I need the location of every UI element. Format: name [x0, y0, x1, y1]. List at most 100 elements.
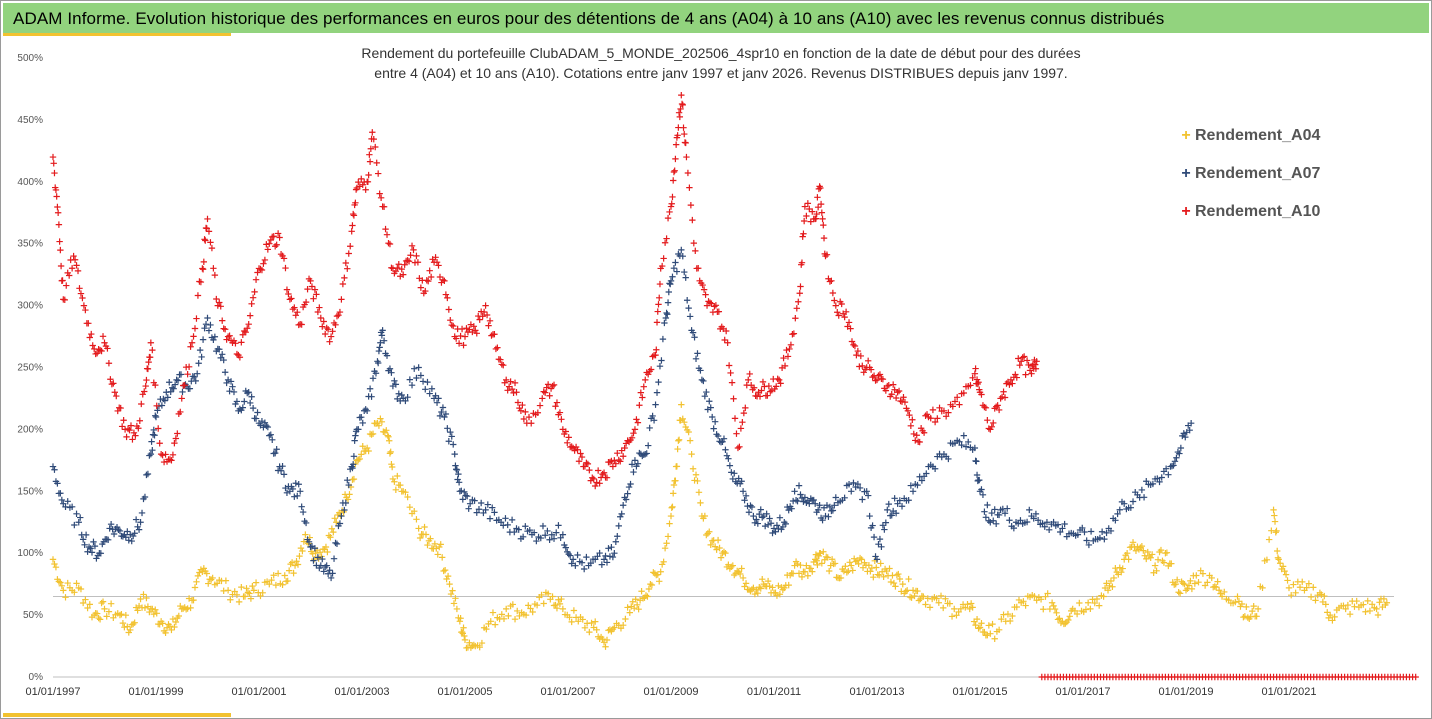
point-a10	[758, 387, 765, 394]
point-a10	[640, 383, 647, 390]
point-a07	[1023, 518, 1031, 526]
point-a10	[764, 392, 771, 399]
point-a04	[149, 605, 156, 613]
point-a07	[91, 542, 99, 550]
point-a07	[1041, 523, 1048, 530]
point-a04	[421, 523, 428, 531]
point-a10	[441, 277, 448, 285]
point-a04	[818, 560, 826, 567]
point-a07	[766, 515, 773, 522]
point-a07	[359, 419, 366, 427]
point-a07	[465, 505, 472, 512]
point-a04	[1274, 547, 1281, 555]
point-a07	[210, 336, 217, 344]
point-a07	[84, 548, 91, 555]
point-a04	[406, 503, 414, 511]
point-a10	[156, 440, 163, 447]
point-a07	[486, 515, 494, 522]
point-a07	[664, 311, 671, 318]
point-a07	[342, 499, 350, 507]
point-a10	[204, 215, 211, 223]
point-a10	[841, 313, 848, 321]
point-a07	[320, 568, 327, 575]
point-a10	[405, 258, 413, 265]
point-a04	[1290, 581, 1297, 588]
point-a10	[790, 330, 798, 337]
point-a10	[1020, 353, 1028, 360]
point-a04	[1307, 593, 1315, 601]
point-a07	[248, 393, 255, 400]
point-a04	[353, 457, 361, 464]
point-a10	[352, 186, 360, 193]
point-a10	[703, 302, 711, 309]
point-a07	[378, 332, 386, 339]
point-a10	[282, 264, 289, 272]
point-a04	[96, 616, 104, 623]
point-a07	[241, 398, 248, 405]
x-tick-label: 01/01/2011	[747, 686, 801, 698]
point-a04	[1215, 587, 1223, 594]
point-a07	[662, 314, 670, 322]
point-a07	[224, 376, 232, 384]
point-a07	[822, 512, 829, 520]
point-a10	[942, 413, 950, 420]
point-a10	[504, 387, 511, 394]
point-a04	[1154, 556, 1162, 563]
point-a10	[169, 451, 177, 459]
point-a07	[679, 252, 686, 260]
point-a04	[739, 574, 747, 582]
point-a07	[417, 372, 425, 379]
point-a10	[376, 190, 383, 197]
point-a07	[691, 334, 698, 341]
point-a04	[1279, 563, 1287, 570]
point-a07	[801, 494, 809, 501]
point-a07	[1180, 430, 1187, 437]
point-a10	[664, 214, 672, 222]
point-a04	[902, 588, 909, 595]
point-a04	[962, 604, 969, 611]
point-a07	[711, 418, 719, 425]
point-a04	[1157, 546, 1165, 554]
point-a10	[1026, 367, 1034, 374]
point-a07	[896, 497, 904, 504]
point-a04	[845, 567, 852, 575]
point-a07	[888, 512, 895, 519]
point-a10	[51, 169, 58, 177]
point-a04	[593, 626, 600, 634]
point-a07	[445, 438, 453, 445]
point-a10	[715, 308, 723, 315]
point-a07	[725, 455, 732, 462]
point-a10	[956, 401, 963, 408]
point-a07	[522, 523, 529, 530]
point-a10	[800, 230, 807, 237]
point-a04	[1271, 518, 1279, 525]
point-a10	[820, 221, 827, 229]
point-a04	[1234, 593, 1241, 600]
point-a10	[373, 159, 380, 167]
point-a07	[442, 410, 450, 418]
point-a07	[598, 561, 606, 568]
point-a04	[1303, 584, 1310, 591]
point-a04	[674, 445, 681, 453]
point-a04	[575, 618, 582, 625]
point-a07	[132, 516, 140, 523]
point-a04	[966, 605, 973, 613]
point-a07	[978, 486, 985, 493]
point-a10	[818, 209, 826, 216]
point-a07	[866, 512, 873, 520]
point-a04	[487, 618, 494, 625]
y-tick-label: 50%	[23, 610, 43, 621]
point-a04	[270, 572, 277, 579]
point-a07	[878, 543, 885, 550]
point-a10	[101, 339, 108, 346]
point-a07	[167, 388, 174, 395]
point-a10	[584, 460, 592, 468]
point-a07	[438, 408, 445, 416]
point-a04	[922, 601, 929, 608]
point-a07	[146, 452, 153, 459]
point-a10	[185, 363, 193, 371]
point-a10	[927, 415, 934, 422]
point-a07	[475, 506, 483, 513]
point-a10	[367, 145, 375, 152]
